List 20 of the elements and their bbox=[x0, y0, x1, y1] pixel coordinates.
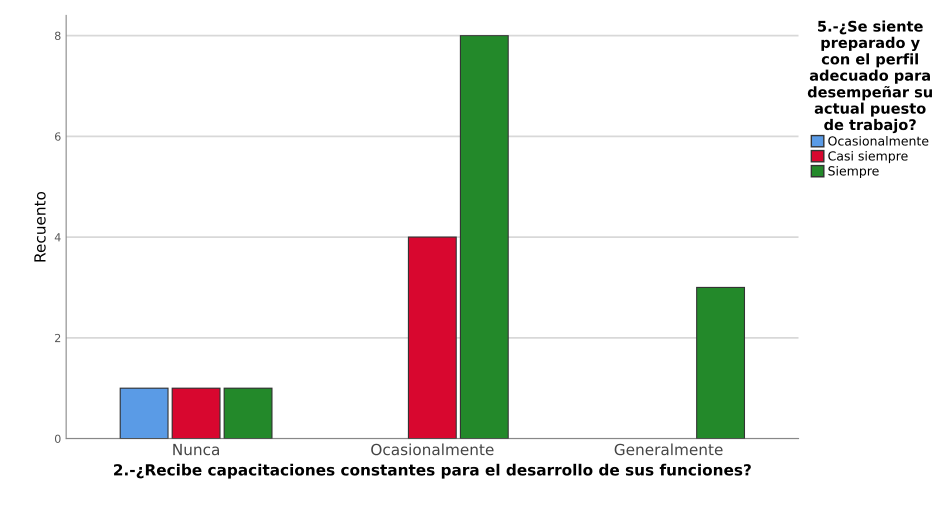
y-tick-label: 0 bbox=[54, 434, 61, 443]
y-axis-title: Recuento bbox=[34, 192, 46, 262]
legend-label: Ocasionalmente bbox=[828, 136, 928, 146]
bar bbox=[696, 286, 746, 439]
y-tick-label: 2 bbox=[55, 334, 60, 342]
legend-label: Casi siempre bbox=[828, 150, 908, 164]
bar bbox=[460, 35, 509, 439]
bar bbox=[224, 388, 273, 439]
legend-title: 5.-¿Se siente preparado y con el perfil adecuado para desempeñar su actual puesto de trabajo? bbox=[808, 20, 932, 134]
y-tick-label: 6 bbox=[54, 132, 61, 141]
x-tick-label: Generalmente bbox=[614, 443, 723, 456]
bar bbox=[172, 388, 221, 439]
y-tick-label: 8 bbox=[54, 32, 61, 40]
x-tick-label: Nunca bbox=[173, 444, 219, 456]
x-tick-label: Ocasionalmente bbox=[371, 443, 494, 456]
legend-label: Siempre bbox=[828, 166, 879, 178]
bar bbox=[408, 236, 457, 439]
bar bbox=[120, 388, 169, 439]
x-axis-title: 2.-¿Recibe capacitaciones constantes para el desarrollo de sus funciones? bbox=[114, 464, 751, 479]
y-tick-label: 4 bbox=[54, 233, 61, 242]
